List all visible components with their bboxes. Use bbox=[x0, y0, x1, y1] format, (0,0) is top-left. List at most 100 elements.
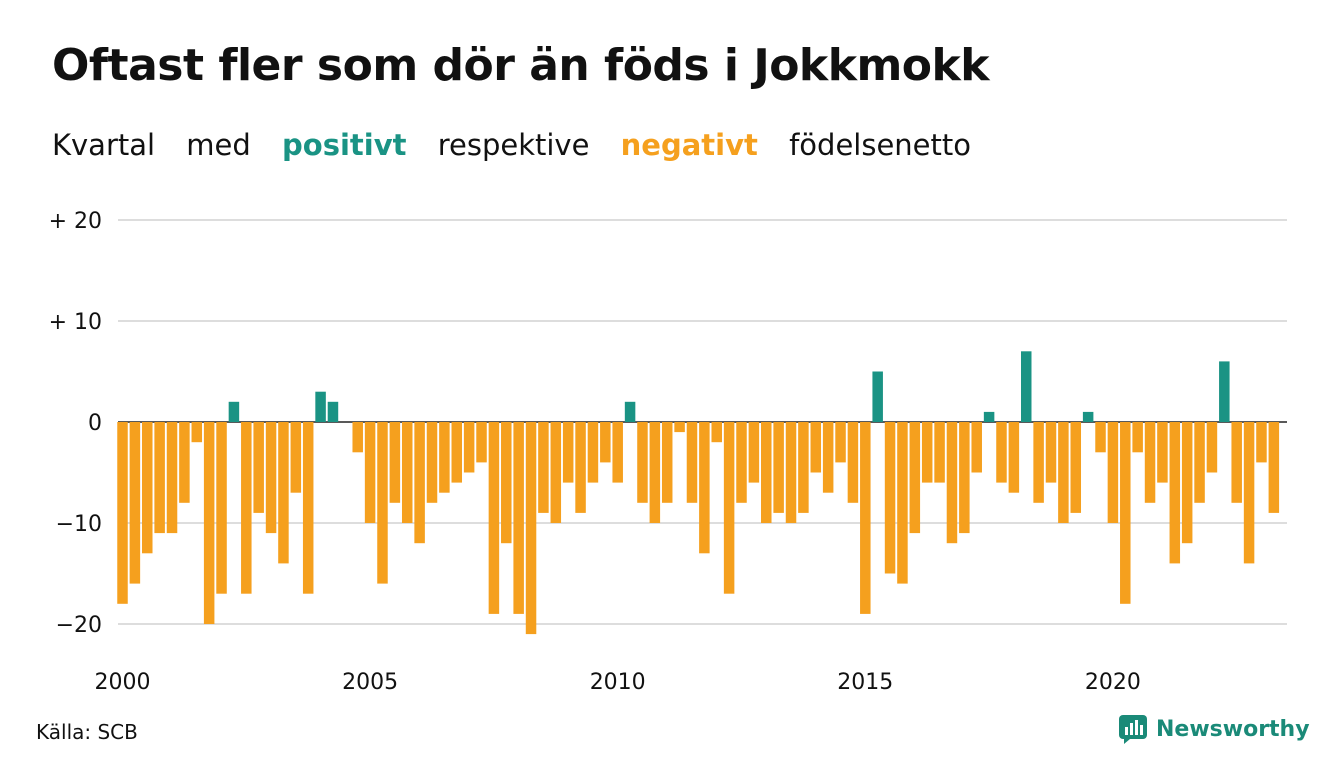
bar bbox=[352, 422, 363, 453]
bar bbox=[1157, 422, 1168, 483]
subtitle-word: födelsenetto bbox=[789, 128, 971, 162]
bar bbox=[426, 422, 438, 503]
bar bbox=[1206, 422, 1218, 473]
bar bbox=[686, 422, 698, 503]
bar bbox=[909, 422, 921, 534]
y-tick-label: −20 bbox=[56, 613, 102, 638]
bar bbox=[191, 422, 203, 443]
bar bbox=[401, 422, 413, 523]
bar bbox=[216, 422, 227, 594]
bar bbox=[154, 422, 165, 534]
bar bbox=[1243, 422, 1255, 564]
bar bbox=[327, 401, 339, 422]
subtitle-positive-label: positivt bbox=[282, 128, 407, 162]
bar bbox=[1194, 422, 1205, 503]
bar bbox=[810, 422, 822, 473]
brand-name: Newsworthy bbox=[1156, 716, 1310, 742]
bar bbox=[1070, 422, 1082, 513]
bar bbox=[315, 391, 326, 422]
bar bbox=[674, 422, 685, 433]
subtitle-negative-label: negativt bbox=[620, 128, 758, 162]
bar bbox=[550, 422, 562, 523]
bar bbox=[463, 422, 475, 473]
bar bbox=[798, 422, 809, 513]
bar bbox=[587, 422, 599, 483]
bar bbox=[377, 422, 388, 584]
bar bbox=[1082, 411, 1094, 422]
bar bbox=[748, 422, 760, 483]
bar bbox=[1020, 351, 1032, 422]
bar bbox=[785, 422, 797, 523]
bar bbox=[562, 422, 574, 483]
x-tick-label: 2015 bbox=[837, 670, 893, 695]
x-tick-label: 2020 bbox=[1085, 670, 1141, 695]
bar bbox=[414, 422, 425, 544]
bar bbox=[228, 401, 240, 422]
bar bbox=[773, 422, 784, 513]
bar bbox=[439, 422, 450, 493]
bar bbox=[265, 422, 277, 534]
bar bbox=[142, 422, 153, 554]
chart-subtitle: Kvartal med positivt respektive negativt… bbox=[52, 128, 993, 162]
y-tick-label: 0 bbox=[88, 411, 102, 436]
bar bbox=[847, 422, 859, 503]
x-axis-ticks: 2000 2005 2010 2015 2020 bbox=[95, 670, 1141, 695]
bar bbox=[835, 422, 846, 463]
newsworthy-logo-icon bbox=[1119, 715, 1147, 744]
bar bbox=[1144, 422, 1156, 503]
bar bbox=[959, 422, 970, 534]
bar bbox=[538, 422, 549, 513]
source-note: Källa: SCB bbox=[36, 720, 138, 744]
y-tick-label: + 20 bbox=[49, 209, 102, 234]
bar bbox=[822, 422, 834, 493]
bar bbox=[1231, 422, 1242, 503]
bar bbox=[1058, 422, 1069, 523]
bar bbox=[699, 422, 710, 554]
bar bbox=[1181, 422, 1193, 544]
x-tick-label: 2000 bbox=[95, 670, 151, 695]
bar bbox=[179, 422, 190, 503]
bar bbox=[501, 422, 512, 544]
bar bbox=[389, 422, 401, 503]
bar bbox=[290, 422, 302, 493]
bar bbox=[525, 422, 537, 635]
bar bbox=[1256, 422, 1267, 463]
bar bbox=[451, 422, 463, 483]
y-axis-ticks: + 20 + 10 0 −10 −20 bbox=[49, 209, 102, 638]
subtitle-word: med bbox=[186, 128, 251, 162]
bar bbox=[884, 422, 896, 574]
bar bbox=[661, 422, 673, 503]
bar bbox=[921, 422, 933, 483]
bar bbox=[649, 422, 661, 523]
bar bbox=[1045, 422, 1057, 483]
x-tick-label: 2010 bbox=[590, 670, 646, 695]
bar bbox=[1008, 422, 1020, 493]
subtitle-word: Kvartal bbox=[52, 128, 156, 162]
bar bbox=[1169, 422, 1181, 564]
bar bbox=[711, 422, 722, 443]
bar bbox=[897, 422, 908, 584]
x-tick-label: 2005 bbox=[342, 670, 398, 695]
bar bbox=[1107, 422, 1119, 523]
y-tick-label: −10 bbox=[56, 512, 102, 537]
bar bbox=[736, 422, 747, 503]
bar bbox=[1132, 422, 1143, 453]
bar-series bbox=[117, 351, 1280, 635]
bar bbox=[600, 422, 611, 463]
bar bbox=[476, 422, 487, 463]
bar bbox=[860, 422, 871, 614]
bar bbox=[934, 422, 945, 483]
bar bbox=[203, 422, 215, 624]
bar bbox=[983, 411, 995, 422]
bar bbox=[761, 422, 772, 523]
bar bbox=[1219, 361, 1230, 422]
bar bbox=[364, 422, 376, 523]
bar bbox=[612, 422, 623, 483]
bar bbox=[1268, 422, 1280, 513]
bar bbox=[872, 371, 883, 422]
bar bbox=[1095, 422, 1106, 453]
bar bbox=[302, 422, 314, 594]
bar bbox=[971, 422, 982, 473]
subtitle-word: respektive bbox=[437, 128, 590, 162]
